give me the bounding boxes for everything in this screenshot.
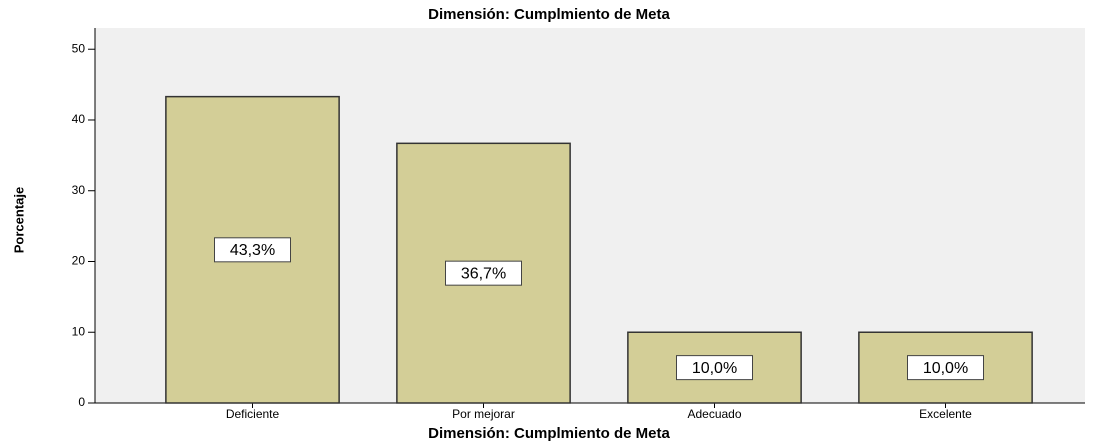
- value-label-box: [214, 237, 291, 263]
- y-tick-label: 30: [72, 183, 86, 197]
- value-label: 10,0%: [923, 360, 968, 377]
- y-axis-label: Porcentaje: [11, 187, 26, 253]
- x-tick-label: Deficiente: [226, 407, 280, 421]
- y-tick-label: 40: [72, 112, 86, 126]
- value-label-box: [907, 355, 984, 381]
- value-label: 36,7%: [461, 265, 506, 282]
- y-tick-label: 0: [78, 395, 85, 409]
- y-tick-label: 10: [72, 324, 86, 338]
- value-label: 10,0%: [692, 360, 737, 377]
- chart-title: Dimensión: Cumplmiento de Meta: [428, 6, 670, 23]
- x-tick-label: Por mejorar: [452, 407, 515, 421]
- x-axis-label: Dimensión: Cumplmiento de Meta: [428, 425, 670, 442]
- y-tick-label: 50: [72, 41, 86, 55]
- x-tick-label: Excelente: [919, 407, 972, 421]
- value-label: 43,3%: [230, 242, 275, 259]
- y-tick-label: 20: [72, 254, 86, 268]
- value-label-box: [676, 355, 753, 381]
- value-label-box: [445, 260, 522, 286]
- x-tick-label: Adecuado: [687, 407, 741, 421]
